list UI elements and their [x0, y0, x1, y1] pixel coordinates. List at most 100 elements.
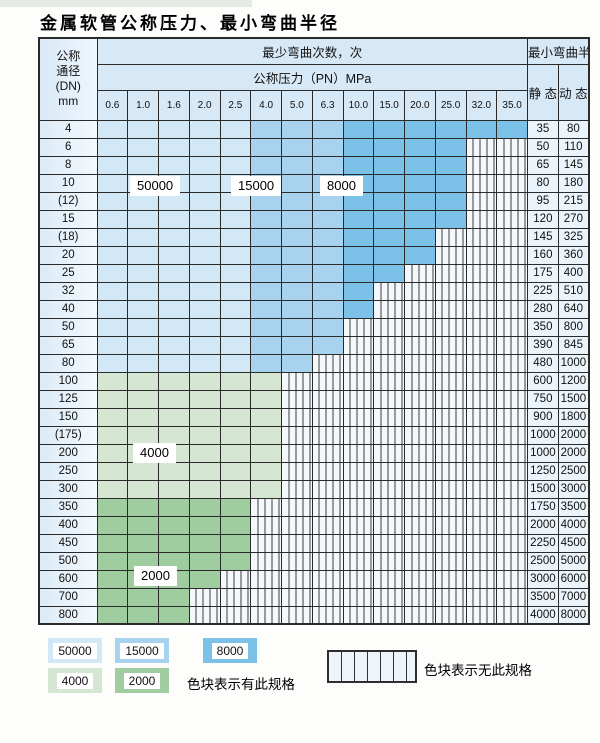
- pressure-cell: [127, 389, 159, 409]
- pressure-cell: [281, 245, 313, 265]
- pressure-cell: [404, 605, 436, 625]
- pressure-cell: [281, 317, 313, 337]
- pressure-cell: [158, 281, 190, 301]
- table-row: 8 65 145: [38, 155, 590, 175]
- pressure-cell: [465, 263, 498, 283]
- pressure-cell: [127, 587, 159, 607]
- pressure-cell: [434, 443, 467, 463]
- pressure-cell: [127, 227, 159, 247]
- pressure-cell: [281, 443, 313, 463]
- pressure-cell: [465, 191, 498, 211]
- pressure-cell: [311, 191, 344, 211]
- pressure-cell: [434, 461, 467, 481]
- pressure-cell: [96, 569, 129, 589]
- pressure-cell: [158, 317, 190, 337]
- dynamic-radius-value: 1000: [557, 353, 590, 373]
- pressure-cell: [96, 407, 129, 427]
- pressure-cell: [373, 353, 405, 373]
- pressure-cell: [496, 479, 528, 499]
- pressure-cell: [158, 137, 190, 157]
- pressure-cell: [219, 389, 252, 409]
- static-radius-value: 80: [527, 173, 559, 193]
- pressure-cell: [373, 497, 405, 517]
- pressure-cell: [496, 281, 528, 301]
- pressure-cell: [404, 209, 436, 229]
- pressure-cell: [281, 389, 313, 409]
- pressure-cell: [219, 551, 252, 571]
- pressure-cell: [281, 407, 313, 427]
- pressure-cell: [434, 335, 467, 355]
- pressure-tick: 20.0: [404, 89, 436, 121]
- pressure-cell: [373, 281, 405, 301]
- pressure-cell: [373, 569, 405, 589]
- static-radius-value: 1750: [527, 497, 559, 517]
- pressure-cell: [281, 587, 313, 607]
- pressure-cell: [281, 299, 313, 319]
- pressure-cell: [219, 353, 252, 373]
- pressure-tick: 2.0: [188, 89, 221, 121]
- dn-label: 450: [38, 533, 98, 553]
- dn-label: 400: [38, 515, 98, 535]
- pressure-cell: [188, 587, 221, 607]
- scan-edge-strip: [0, 0, 252, 7]
- pressure-cell: [188, 605, 221, 625]
- dn-label: 500: [38, 551, 98, 571]
- pressure-cell: [311, 425, 344, 445]
- pressure-cell: [404, 443, 436, 463]
- table-row: 800 4000 8000: [38, 605, 590, 625]
- static-radius-value: 95: [527, 191, 559, 211]
- table-row: 350 1750 3500: [38, 497, 590, 517]
- pressure-cell: [219, 155, 252, 175]
- pressure-cell: [373, 317, 405, 337]
- table-row: 6 50 110: [38, 137, 590, 157]
- pressure-cell: [434, 371, 467, 391]
- pressure-cell: [404, 479, 436, 499]
- dn-label: 200: [38, 443, 98, 463]
- pressure-cell: [434, 407, 467, 427]
- dn-label: 40: [38, 299, 98, 319]
- legend-striped-box: [327, 650, 417, 683]
- pressure-cell: [342, 119, 375, 139]
- pressure-cell: [465, 353, 498, 373]
- pressure-cell: [250, 605, 282, 625]
- table-row: 65 390 845: [38, 335, 590, 355]
- pressure-cell: [250, 479, 282, 499]
- pressure-cell: [404, 587, 436, 607]
- pressure-cell: [465, 497, 498, 517]
- pressure-cell: [250, 425, 282, 445]
- pressure-cell: [434, 317, 467, 337]
- pressure-cell: [281, 227, 313, 247]
- spec-table-wrap: 公称 通径 (DN) mm 最少弯曲次数，次 最小弯曲半径 公称压力（PN）MP…: [38, 37, 590, 625]
- pressure-cell: [96, 317, 129, 337]
- pressure-cell: [96, 533, 129, 553]
- pressure-cell: [434, 245, 467, 265]
- static-radius-value: 225: [527, 281, 559, 301]
- pressure-cell: [188, 191, 221, 211]
- pressure-cell: [96, 461, 129, 481]
- pressure-cell: [96, 389, 129, 409]
- pressure-cell: [158, 407, 190, 427]
- pressure-cell: [188, 209, 221, 229]
- pressure-cell: [404, 551, 436, 571]
- pressure-cell: [342, 389, 375, 409]
- dynamic-radius-value: 7000: [557, 587, 590, 607]
- pressure-cell: [496, 353, 528, 373]
- static-radius-value: 600: [527, 371, 559, 391]
- legend-swatch-15000: 15000: [115, 638, 169, 663]
- pressure-cell: [496, 443, 528, 463]
- pressure-cell: [373, 461, 405, 481]
- pressure-cell: [342, 299, 375, 319]
- pressure-cell: [188, 569, 221, 589]
- pressure-cell: [188, 515, 221, 535]
- pressure-cell: [373, 407, 405, 427]
- table-row: (175) 1000 2000: [38, 425, 590, 445]
- pressure-cell: [373, 191, 405, 211]
- legend-no-spec-text: 色块表示无此规格: [424, 663, 532, 678]
- pressure-cell: [250, 443, 282, 463]
- dn-label: 300: [38, 479, 98, 499]
- pressure-cell: [465, 335, 498, 355]
- pressure-cell: [342, 461, 375, 481]
- pressure-cell: [434, 533, 467, 553]
- pressure-cell: [158, 299, 190, 319]
- pressure-cell: [96, 119, 129, 139]
